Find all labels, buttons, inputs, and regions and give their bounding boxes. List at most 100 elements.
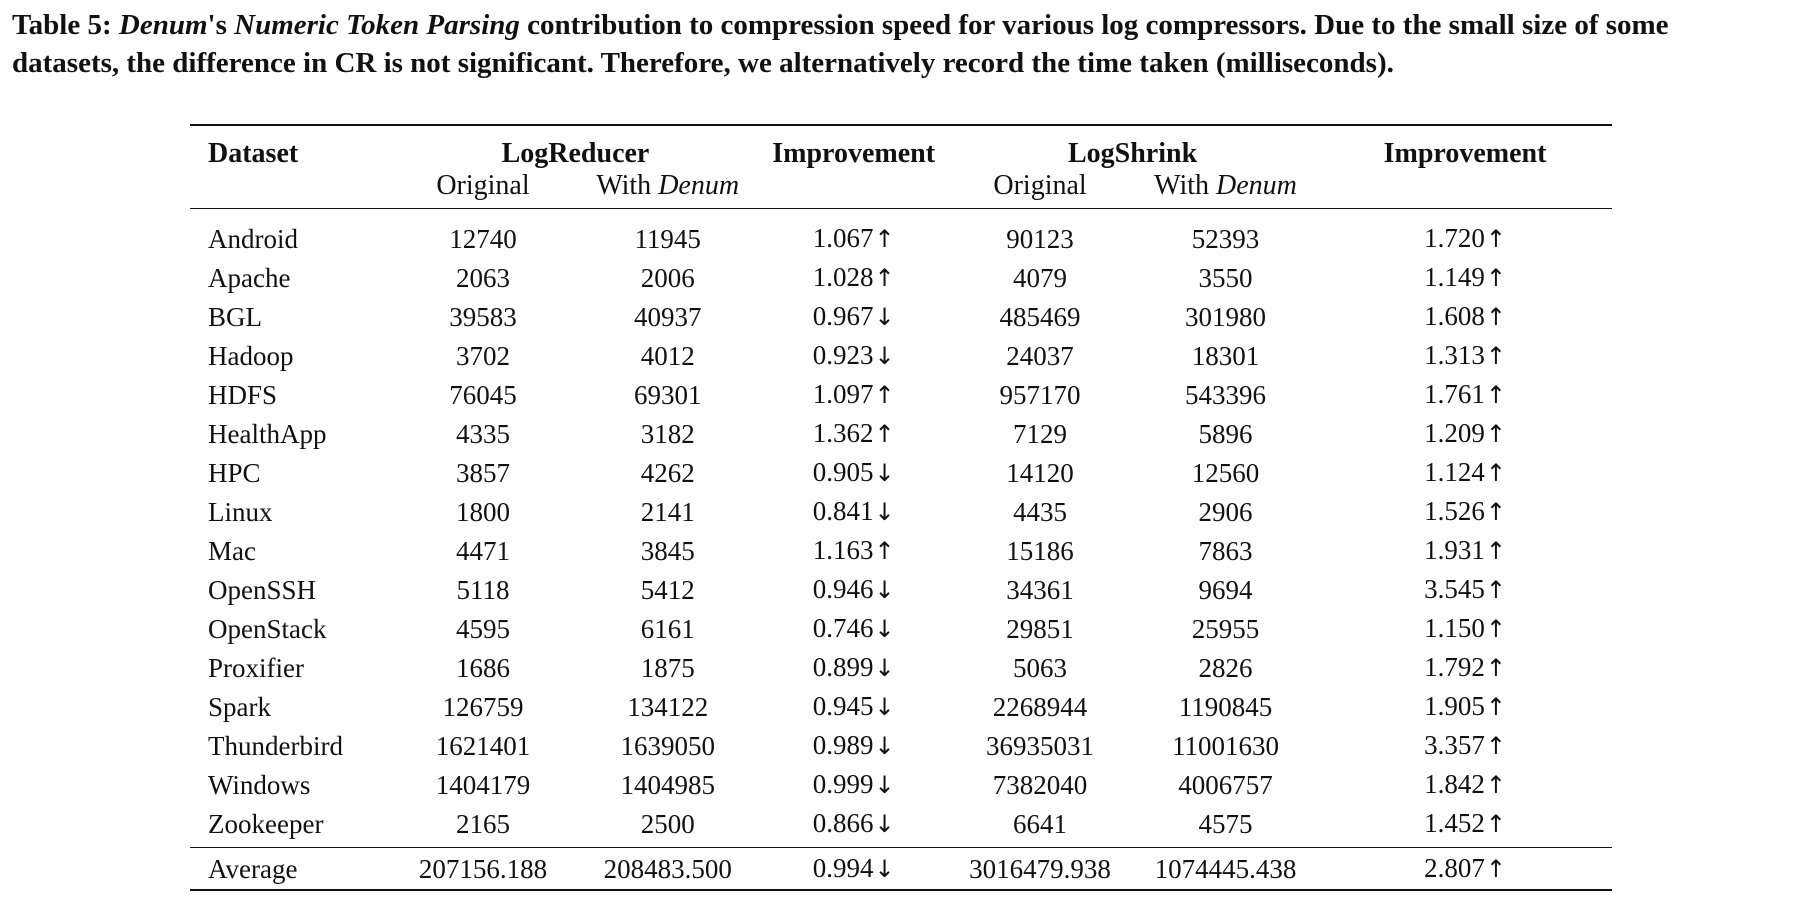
arrow-up-icon: ↑ [1485,732,1506,760]
logshrink-denum-cell: 7863 [1198,535,1253,566]
arrow-up-icon: ↑ [1485,615,1506,643]
arrow-down-icon: ↓ [874,459,895,487]
logshrink-original-cell: 24037 [1006,340,1074,371]
logshrink-original-cell: 957170 [999,379,1081,410]
arrow-down-icon: ↓ [874,693,895,721]
arrow-down-icon: ↓ [874,303,895,331]
logshrink-denum-cell: 5896 [1198,418,1253,449]
logreducer-improvement-cell: 0.967↓ [812,301,895,331]
logshrink-original-cell: 4079 [1013,262,1068,293]
logreducer-original-cell: 1621401 [435,730,531,761]
logreducer-denum-cell: 134122 [627,691,709,722]
table-row: Thunderbird 1621401 1639050 0.989↓ 36935031 1… [190,726,1612,765]
logshrink-improvement-cell: 1.452↑ [1424,808,1506,838]
logreducer-improvement-cell: 1.028↑ [812,262,895,292]
dataset-cell: Thunderbird [208,730,343,761]
dataset-cell: OpenSSH [208,574,317,605]
logshrink-improvement-cell: 1.720↑ [1424,223,1506,253]
table-row: Android 12740 11945 1.067↑ 90123 52393 1.720↑ [190,209,1612,259]
logshrink-original-cell: 14120 [1006,457,1074,488]
logshrink-denum-cell: 52393 [1191,223,1260,254]
caption-system-name: Denum [118,9,208,41]
arrow-down-icon: ↓ [874,855,895,883]
logshrink-original-cell: 36935031 [986,730,1095,761]
table-row: HPC 3857 4262 0.905↓ 14120 12560 1.124↑ [190,453,1612,492]
arrow-up-icon: ↑ [874,264,895,292]
arrow-up-icon: ↑ [1485,264,1506,292]
header-logreducer-original: Original [436,170,530,201]
logshrink-denum-cell: 25955 [1191,613,1260,644]
arrow-up-icon: ↑ [1485,771,1506,799]
table-row: OpenStack 4595 6161 0.746↓ 29851 25955 1.150↑ [190,609,1612,648]
dataset-cell: Apache [208,262,291,293]
logshrink-original-cell: 2268944 [992,691,1088,722]
dataset-cell: OpenStack [208,613,327,644]
logreducer-original-cell: 3702 [455,340,510,371]
arrow-up-icon: ↑ [1485,381,1506,409]
arrow-up-icon: ↑ [1485,498,1506,526]
header-empty [760,170,947,209]
logreducer-denum-cell: 3845 [640,535,695,566]
logreducer-original-cell: 4471 [455,535,510,566]
logreducer-denum-cell: 40937 [633,301,702,332]
header-empty [1318,170,1612,209]
table-row: Proxifier 1686 1875 0.899↓ 5063 2826 1.792↑ [190,648,1612,687]
header-improvement-logshrink: Improvement [1383,138,1547,169]
dataset-cell: Android [208,223,298,254]
logshrink-denum-cell: 2826 [1198,652,1253,683]
table-row: Windows 1404179 1404985 0.999↓ 7382040 400675… [190,765,1612,804]
logreducer-original-cell: 12740 [449,223,517,254]
logshrink-denum-cell: 11001630 [1172,730,1280,761]
header-dataset: Dataset [208,138,299,169]
header-group-logshrink: LogShrink [1067,138,1198,169]
logshrink-improvement-cell: 1.761↑ [1424,379,1506,409]
arrow-up-icon: ↑ [874,225,895,253]
table-row: OpenSSH 5118 5412 0.946↓ 34361 9694 3.545↑ [190,570,1612,609]
dataset-cell: Proxifier [208,652,304,683]
header-logreducer-with-denum: With Denum [596,170,740,201]
dataset-cell: Linux [208,496,273,527]
table-row: Hadoop 3702 4012 0.923↓ 24037 18301 1.313↑ [190,336,1612,375]
logreducer-denum-cell: 208483.500 [603,853,732,884]
logshrink-denum-cell: 9694 [1198,574,1253,605]
dataset-cell: Hadoop [208,340,294,371]
logreducer-denum-cell: 1639050 [620,730,715,761]
arrow-up-icon: ↑ [1485,459,1506,487]
arrow-down-icon: ↓ [874,615,895,643]
logreducer-original-cell: 2165 [455,808,510,839]
results-table: Dataset LogReducer Improvement LogShrink… [190,124,1612,891]
header-row-groups: Dataset LogReducer Improvement LogShrink… [190,125,1612,170]
logreducer-denum-cell: 3182 [640,418,695,449]
logshrink-improvement-cell: 1.149↑ [1424,262,1506,292]
logreducer-original-cell: 126759 [442,691,524,722]
logshrink-improvement-cell: 3.357↑ [1424,730,1506,760]
table-row: Spark 126759 134122 0.945↓ 2268944 1190845 1.9… [190,687,1612,726]
header-empty [190,170,391,209]
logreducer-original-cell: 39583 [449,301,517,332]
logreducer-improvement-cell: 1.362↑ [812,418,895,448]
table-row: Zookeeper 2165 2500 0.866↓ 6641 4575 1.452↑ [190,804,1612,848]
logreducer-original-cell: 1800 [455,496,510,527]
logshrink-original-cell: 4435 [1013,496,1068,527]
logreducer-improvement-cell: 1.097↑ [812,379,895,409]
table-row: Linux 1800 2141 0.841↓ 4435 2906 1.526↑ [190,492,1612,531]
dataset-cell: Windows [208,769,311,800]
arrow-up-icon: ↑ [874,381,895,409]
arrow-up-icon: ↑ [1485,342,1506,370]
logreducer-original-cell: 76045 [449,379,517,410]
logshrink-improvement-cell: 1.842↑ [1424,769,1506,799]
table-row: BGL 39583 40937 0.967↓ 485469 301980 1.608↑ [190,297,1612,336]
arrow-up-icon: ↑ [1485,537,1506,565]
logreducer-improvement-cell: 0.923↓ [812,340,895,370]
arrow-up-icon: ↑ [1485,303,1506,331]
arrow-up-icon: ↑ [1485,693,1506,721]
header-group-logreducer: LogReducer [501,138,650,169]
average-row: Average 207156.188 208483.500 0.994↓ 3016479… [190,847,1612,890]
header-logshrink-original: Original [993,170,1087,201]
logreducer-improvement-cell: 0.905↓ [812,457,895,487]
logreducer-improvement-cell: 0.946↓ [812,574,895,604]
arrow-down-icon: ↓ [874,771,895,799]
logreducer-original-cell: 1404179 [435,769,531,800]
logshrink-denum-cell: 4575 [1198,808,1253,839]
logreducer-original-cell: 4335 [455,418,510,449]
